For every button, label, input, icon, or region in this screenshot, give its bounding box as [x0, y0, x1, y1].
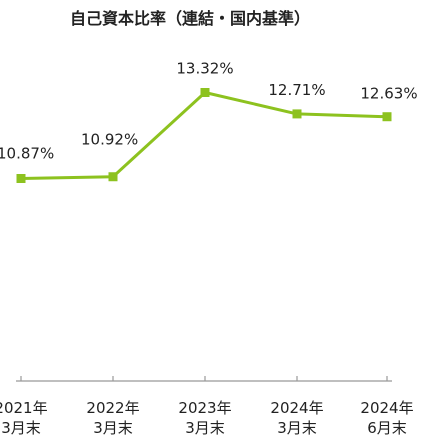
series-line-layer: [20, 91, 388, 180]
x-tick-label: 3月末: [93, 419, 133, 437]
data-point-layer: [16, 88, 392, 183]
x-tick-label: 2024年: [360, 399, 413, 417]
series-line: [20, 91, 388, 180]
x-tick-label: 3月末: [185, 419, 225, 437]
data-label-layer: 10.87% 10.92% 13.32% 12.71% 12.63%: [0, 60, 418, 163]
data-label: 13.32%: [176, 60, 233, 78]
chart-title: 自己資本比率（連結・国内基準）: [70, 9, 310, 28]
data-label: 10.87%: [0, 145, 54, 163]
data-label: 12.71%: [268, 81, 325, 99]
data-point-marker: [200, 88, 210, 97]
data-point-marker: [16, 174, 26, 183]
data-label: 12.63%: [360, 85, 417, 103]
x-tick-label-layer: 2021年 3月末 2022年 3月末 2023年 3月末 2024年 3月末 2024年 6月末: [0, 399, 414, 437]
data-point-marker: [382, 112, 392, 122]
x-tick-label: 2022年: [86, 399, 139, 417]
x-axis: [16, 376, 392, 382]
x-tick-label: 3月末: [277, 419, 317, 437]
data-label: 10.92%: [81, 131, 138, 149]
data-point-marker: [292, 109, 302, 119]
x-tick-label: 2024年: [270, 399, 323, 417]
data-point-marker: [108, 172, 118, 182]
x-tick-label: 2021年: [0, 399, 48, 417]
x-tick-label: 2023年: [178, 399, 231, 417]
x-tick-label: 6月末: [367, 419, 407, 437]
x-tick-label: 3月末: [1, 419, 41, 437]
